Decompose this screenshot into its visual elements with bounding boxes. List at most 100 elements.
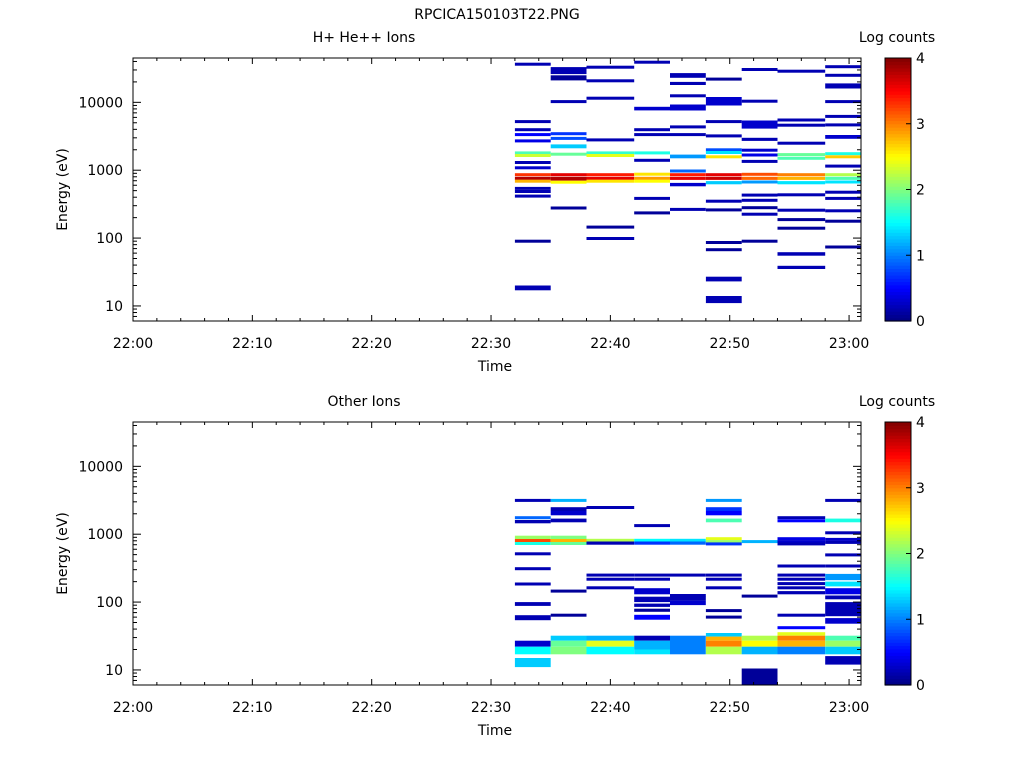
x-tick-label: 23:00 bbox=[829, 336, 869, 352]
colorbar-tick-label: 4 bbox=[916, 415, 925, 431]
heatmap-cell bbox=[705, 577, 742, 581]
heatmap-cell bbox=[514, 285, 551, 291]
heatmap-cell bbox=[741, 640, 778, 647]
x-axis-label: Time bbox=[477, 359, 512, 375]
colorbar-swatch bbox=[885, 520, 911, 525]
colorbar-swatch bbox=[885, 182, 911, 187]
colorbar-swatch bbox=[885, 301, 911, 306]
colorbar-swatch bbox=[885, 481, 911, 486]
colorbar-swatch bbox=[885, 422, 911, 426]
heatmap-cell bbox=[514, 615, 551, 621]
heatmap-cell bbox=[741, 594, 778, 598]
colorbar-swatch bbox=[885, 491, 911, 495]
heatmap-cell bbox=[514, 658, 551, 668]
heatmap-cell bbox=[825, 573, 861, 581]
colorbar-swatch bbox=[885, 665, 911, 670]
colorbar-swatch bbox=[885, 261, 911, 266]
heatmap-cell bbox=[777, 577, 826, 581]
y-tick-label: 1000 bbox=[87, 527, 123, 543]
heatmap-cell bbox=[705, 199, 742, 203]
heatmap-cell bbox=[825, 531, 861, 535]
colorbar-swatch bbox=[885, 215, 911, 220]
heatmap-cell bbox=[550, 144, 587, 149]
colorbar-swatch bbox=[885, 219, 911, 223]
heatmap-cell bbox=[705, 151, 742, 154]
heatmap-cell bbox=[514, 516, 551, 520]
colorbar-tick-label: 4 bbox=[916, 51, 925, 67]
colorbar-swatch bbox=[885, 638, 911, 643]
colorbar-swatch bbox=[885, 615, 911, 620]
heatmap-cell bbox=[586, 173, 635, 177]
heatmap-cell bbox=[670, 207, 706, 211]
colorbar-swatch bbox=[885, 130, 911, 135]
colorbar-swatch bbox=[885, 487, 911, 492]
heatmap-cell bbox=[634, 649, 670, 655]
heatmap-cell bbox=[670, 176, 706, 180]
heatmap-cells bbox=[514, 60, 861, 304]
x-tick-label: 22:40 bbox=[590, 700, 630, 716]
heatmap-cell bbox=[705, 77, 742, 81]
colorbar-swatch bbox=[885, 517, 911, 522]
heatmap-cell bbox=[705, 507, 742, 511]
heatmap-cell bbox=[825, 518, 861, 523]
heatmap-cell bbox=[514, 120, 551, 124]
heatmap-cell bbox=[741, 239, 778, 243]
figure-title: RPCICA150103T22.PNG bbox=[414, 7, 579, 23]
panel-title: Other Ions bbox=[327, 394, 400, 410]
colorbar-swatch bbox=[885, 468, 911, 472]
colorbar-swatch bbox=[885, 274, 911, 279]
colorbar-swatch bbox=[885, 225, 911, 230]
heatmap-cell bbox=[586, 179, 635, 183]
colorbar-swatch bbox=[885, 599, 911, 604]
heatmap-cell bbox=[550, 100, 587, 104]
heatmap-cell bbox=[825, 245, 861, 249]
heatmap-cell bbox=[825, 135, 861, 139]
heatmap-cell bbox=[777, 69, 826, 73]
heatmap-cell bbox=[550, 176, 587, 181]
colorbar-swatch bbox=[885, 245, 911, 250]
heatmap-cell bbox=[705, 148, 742, 152]
colorbar-swatch bbox=[885, 484, 911, 489]
colorbar-swatch bbox=[885, 153, 911, 158]
heatmap-cell bbox=[825, 155, 861, 159]
heatmap-cell bbox=[741, 206, 778, 210]
heatmap-cell bbox=[670, 173, 706, 177]
heatmap-cell bbox=[705, 636, 742, 641]
colorbar-swatch bbox=[885, 222, 911, 227]
heatmap-cell bbox=[514, 133, 551, 137]
heatmap-cell bbox=[514, 179, 551, 183]
heatmap-cell bbox=[586, 646, 635, 655]
colorbar-tick-label: 3 bbox=[916, 117, 925, 133]
colorbar-swatch bbox=[885, 140, 911, 145]
heatmap-cell bbox=[777, 613, 826, 617]
colorbar-swatch bbox=[885, 681, 911, 686]
colorbar-swatch bbox=[885, 159, 911, 164]
colorbar-swatch bbox=[885, 671, 911, 676]
colorbar-swatch bbox=[885, 146, 911, 151]
heatmap-cell bbox=[777, 218, 826, 222]
heatmap-cell bbox=[741, 172, 778, 176]
heatmap-cell bbox=[670, 635, 706, 655]
heatmap-cell bbox=[514, 239, 551, 243]
heatmap-cell bbox=[586, 586, 635, 590]
colorbar-swatch bbox=[885, 251, 911, 256]
heatmap-cell bbox=[514, 151, 551, 155]
colorbar-swatch bbox=[885, 668, 911, 673]
colorbar-swatch bbox=[885, 573, 911, 578]
y-tick-label: 10000 bbox=[78, 459, 123, 475]
panel-1: H+ He++ Ions 22:00 22:10 22:20 22:30 22:40 22:… bbox=[55, 30, 935, 375]
colorbar-swatch bbox=[885, 100, 911, 105]
heatmap-cell bbox=[670, 541, 706, 545]
colorbar-swatch bbox=[885, 166, 911, 171]
colorbar-swatch bbox=[885, 510, 911, 515]
heatmap-cell bbox=[586, 541, 635, 545]
colorbar-swatch bbox=[885, 612, 911, 617]
x-tick-label: 22:30 bbox=[471, 700, 511, 716]
colorbar-swatch bbox=[885, 619, 911, 624]
colorbar-swatch bbox=[885, 625, 911, 630]
colorbar-swatch bbox=[885, 514, 911, 518]
heatmap-cell bbox=[777, 635, 826, 641]
heatmap-cell bbox=[514, 552, 551, 556]
colorbar-swatch bbox=[885, 196, 911, 200]
colorbar-swatch bbox=[885, 107, 911, 112]
